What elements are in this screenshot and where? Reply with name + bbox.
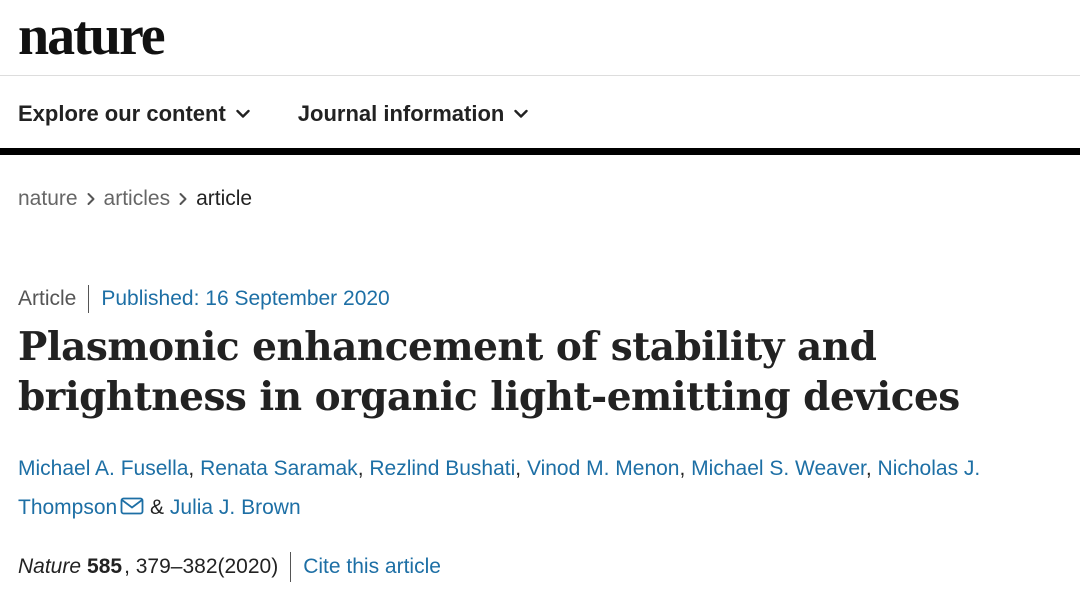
author-separator: , — [515, 457, 527, 480]
author-link[interactable]: Nicholas J. Thompson — [18, 457, 981, 519]
author-link[interactable]: Julia J. Brown — [169, 496, 301, 519]
published-date: Published: 16 September 2020 — [101, 287, 390, 310]
author-list: Michael A. Fusella, Renata Saramak, Rezl… — [18, 449, 1058, 527]
breadcrumb-articles[interactable]: articles — [103, 187, 171, 210]
citation-volume: 585 — [87, 555, 123, 578]
citation-journal: Nature — [18, 555, 82, 578]
breadcrumb: nature articles article — [18, 184, 252, 214]
article-meta: Article Published: 16 September 2020 — [18, 284, 390, 314]
breadcrumb-nature[interactable]: nature — [18, 187, 78, 210]
nav-label: Journal information — [297, 101, 505, 126]
chevron-down-icon — [514, 109, 529, 118]
breadcrumb-current: article — [196, 187, 253, 210]
author-link[interactable]: Renata Saramak — [200, 457, 358, 480]
author-link[interactable]: Michael S. Weaver — [691, 457, 866, 480]
chevron-right-icon — [87, 193, 95, 205]
citation-line: Nature 585 , 379–382(2020) Cite this art… — [18, 550, 441, 584]
nature-logo[interactable]: nature — [18, 5, 166, 67]
article-type: Article — [18, 287, 77, 310]
header-black-bar — [0, 148, 1080, 155]
author-separator: , — [865, 457, 878, 480]
author-separator: , — [357, 457, 370, 480]
nav-explore-our-content[interactable]: Explore our content — [18, 101, 250, 127]
mail-icon[interactable] — [120, 497, 144, 515]
author-separator: , — [188, 457, 201, 480]
author-link[interactable]: Vinod M. Menon — [526, 457, 680, 480]
nav-journal-information[interactable]: Journal information — [298, 101, 529, 127]
header-divider — [0, 75, 1080, 76]
cite-this-article-link[interactable]: Cite this article — [303, 555, 441, 578]
author-separator: , — [679, 457, 692, 480]
nav-label: Explore our content — [18, 101, 226, 126]
author-link[interactable]: Rezlind Bushati — [369, 457, 516, 480]
author-and: & — [144, 496, 170, 519]
article-title: Plasmonic enhancement of stability and b… — [18, 324, 960, 420]
chevron-down-icon — [236, 109, 250, 118]
chevron-right-icon — [179, 193, 187, 205]
citation-divider — [290, 552, 292, 582]
author-link[interactable]: Michael A. Fusella — [18, 457, 189, 480]
meta-divider — [88, 285, 90, 313]
main-nav: Explore our content Journal information — [18, 97, 529, 131]
citation-pages: , 379–382(2020) — [124, 555, 279, 578]
